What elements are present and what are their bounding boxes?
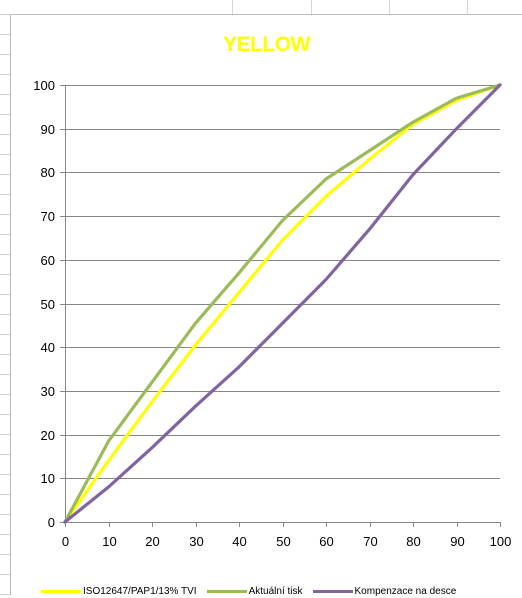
- y-tick-label: 20: [41, 428, 55, 443]
- x-tick-label: 70: [363, 534, 377, 549]
- y-tick-label: 30: [41, 384, 55, 399]
- y-tick-label: 0: [48, 515, 55, 530]
- x-tick-label: 50: [276, 534, 290, 549]
- y-tick-label: 10: [41, 471, 55, 486]
- x-tick-label: 60: [319, 534, 333, 549]
- legend: ISO12647/PAP1/13% TVI Aktuální tisk Kompen…: [41, 584, 466, 598]
- y-tick-label: 60: [41, 253, 55, 268]
- series-line-3: [63, 83, 502, 524]
- plot-area: 0 10 20 30 40 50 60 70 80 90 100 0 10 20 30 40 50 60 70 80 9…: [33, 78, 512, 549]
- legend-label: Aktuální tisk: [248, 585, 303, 597]
- x-tick-label: 90: [450, 534, 464, 549]
- x-tick-label: 100: [490, 534, 512, 549]
- x-tick-label: 0: [62, 534, 69, 549]
- x-tick-label: 30: [189, 534, 203, 549]
- legend-label: ISO12647/PAP1/13% TVI: [83, 585, 197, 597]
- x-tick-label: 10: [102, 534, 116, 549]
- legend-swatch: [41, 589, 81, 593]
- legend-item: ISO12647/PAP1/13% TVI: [41, 586, 197, 597]
- y-tick-label: 50: [41, 297, 55, 312]
- legend-item: Aktuální tisk: [206, 585, 303, 597]
- y-tick-label: 70: [41, 209, 55, 224]
- series-line-1: [63, 83, 502, 524]
- y-tick-label: 80: [41, 165, 55, 180]
- y-tick-label: 90: [41, 122, 55, 137]
- y-tick-label: 40: [41, 340, 55, 355]
- chart-title: YELLOW: [223, 33, 310, 56]
- x-tick-label: 20: [145, 534, 159, 549]
- x-tick-label: 40: [232, 534, 246, 549]
- legend-item: Kompenzace na desce: [312, 585, 457, 597]
- legend-swatch: [206, 589, 247, 593]
- series-line-2: [63, 83, 502, 524]
- chart-area[interactable]: YELLOW 0 10 20 30 40 50 60 70 80 90 100 0 10 20 30 40 50…: [10, 14, 522, 598]
- y-tick-label: 100: [33, 78, 55, 93]
- x-tick-label: 80: [406, 534, 420, 549]
- legend-label: Kompenzace na desce: [354, 585, 457, 597]
- legend-swatch: [312, 589, 353, 593]
